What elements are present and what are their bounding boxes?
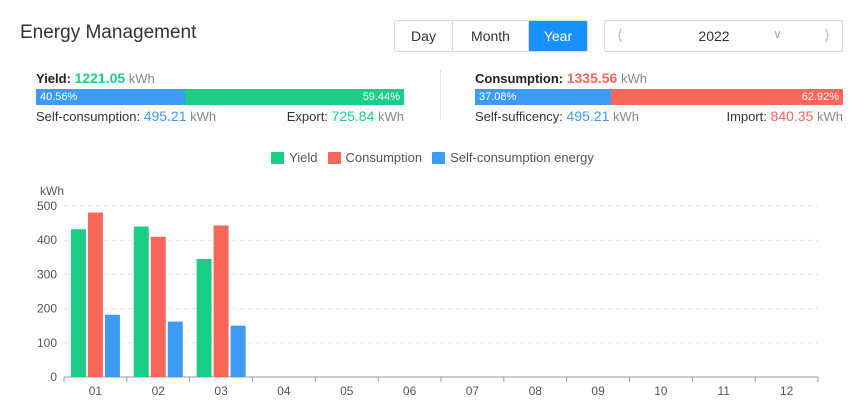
consumption-self-sufficiency-segment: 37.08% [475,89,612,105]
chevron-down-icon[interactable]: ∨ [773,27,782,41]
tab-year[interactable]: Year [528,21,587,51]
consumption-import-segment: 62.92% [611,89,843,105]
x-tick-label: 09 [591,384,605,398]
export-value: 725.84 [331,108,375,124]
yield-self-consumption-segment: 40.56% [36,89,186,105]
yield-label: Yield: [36,71,71,86]
self-consumption-value: 495.21 [143,108,187,124]
self-sufficiency-value: 495.21 [566,108,610,124]
legend-swatch-consumption [327,151,341,164]
yield-export-segment: 59.44% [185,89,404,105]
bar-consumption-01 [87,212,103,377]
tab-day[interactable]: Day [411,28,436,44]
summary-divider [440,70,441,120]
bar-consumption-03 [213,225,229,377]
legend-swatch-yield [271,151,285,164]
x-tick-label: 12 [780,384,794,398]
bar-self-consumption-energy-01 [104,314,120,377]
legend-item-yield[interactable]: Yield [271,150,318,165]
y-axis-label: kWh [40,184,64,198]
yield-unit: kWh [128,71,155,86]
year-picker-value[interactable]: 2022 [698,28,730,44]
bar-self-consumption-energy-02 [167,321,183,377]
x-tick-label: 07 [466,384,480,398]
x-tick-label: 04 [277,384,291,398]
y-tick-label: 400 [37,233,57,247]
legend-item-self-consumption[interactable]: Self-consumption energy [432,150,594,165]
bar-yield-03 [196,259,212,377]
x-tick-label: 01 [89,384,103,398]
legend-label-yield: Yield [289,150,318,165]
x-tick-label: 03 [214,384,228,398]
yield-summary: Yield: 1221.05 kWh 40.56% 59.44% Self-co… [36,70,404,124]
tab-month[interactable]: Month [452,21,528,51]
legend-label-self-consumption: Self-consumption energy [450,150,594,165]
page-title: Energy Management [20,22,197,43]
x-tick-label: 10 [654,384,668,398]
self-sufficiency-label: Self-sufficency: [475,109,563,124]
import-value: 840.35 [770,108,814,124]
export-label: Export: [286,109,328,124]
y-tick-label: 100 [37,336,57,350]
x-tick-label: 02 [152,384,166,398]
chevron-right-icon[interactable]: ⟩ [824,27,830,44]
import-unit: kWh [817,109,843,124]
x-tick-label: 08 [529,384,543,398]
consumption-ratio-bar: 37.08% 62.92% [475,89,843,105]
x-tick-label: 06 [403,384,417,398]
import-label: Import: [726,109,767,124]
legend-swatch-self-consumption [432,151,446,164]
export-unit: kWh [378,109,404,124]
x-tick-label: 11 [718,384,731,398]
y-tick-label: 300 [37,267,57,281]
consumption-summary: Consumption: 1335.56 kWh 37.08% 62.92% S… [475,70,843,124]
chevron-left-icon[interactable]: ⟨ [617,27,623,44]
bar-yield-01 [70,229,86,377]
legend-item-consumption[interactable]: Consumption [327,150,423,165]
self-consumption-unit: kWh [190,109,217,124]
x-tick-label: 05 [340,384,354,398]
y-tick-label: 0 [50,370,57,384]
yield-ratio-bar: 40.56% 59.44% [36,89,404,105]
year-picker[interactable]: ⟨ 2022 ∨ ⟩ [604,20,843,52]
y-tick-label: 500 [37,199,57,213]
bar-consumption-02 [150,236,166,377]
bar-yield-02 [133,226,149,377]
self-sufficiency-unit: kWh [613,109,639,124]
y-tick-label: 200 [37,302,57,316]
bar-self-consumption-energy-03 [230,325,246,377]
consumption-value: 1335.56 [566,70,618,86]
energy-bar-chart: kWh 0 100 200 300 400 500 01 02 03 04 05 06 07 08 09 10 1… [37,184,819,398]
yield-value: 1221.05 [74,70,126,86]
period-segmented-control: Day Month Year [394,20,588,52]
consumption-unit: kWh [620,71,647,86]
chart-legend: Yield Consumption Self-consumption energ… [0,150,865,165]
legend-label-consumption: Consumption [345,150,423,165]
self-consumption-label: Self-consumption: [36,109,141,124]
consumption-label: Consumption: [475,71,564,86]
